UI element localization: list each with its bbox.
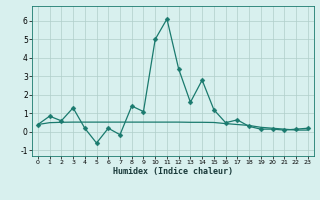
X-axis label: Humidex (Indice chaleur): Humidex (Indice chaleur) [113, 167, 233, 176]
